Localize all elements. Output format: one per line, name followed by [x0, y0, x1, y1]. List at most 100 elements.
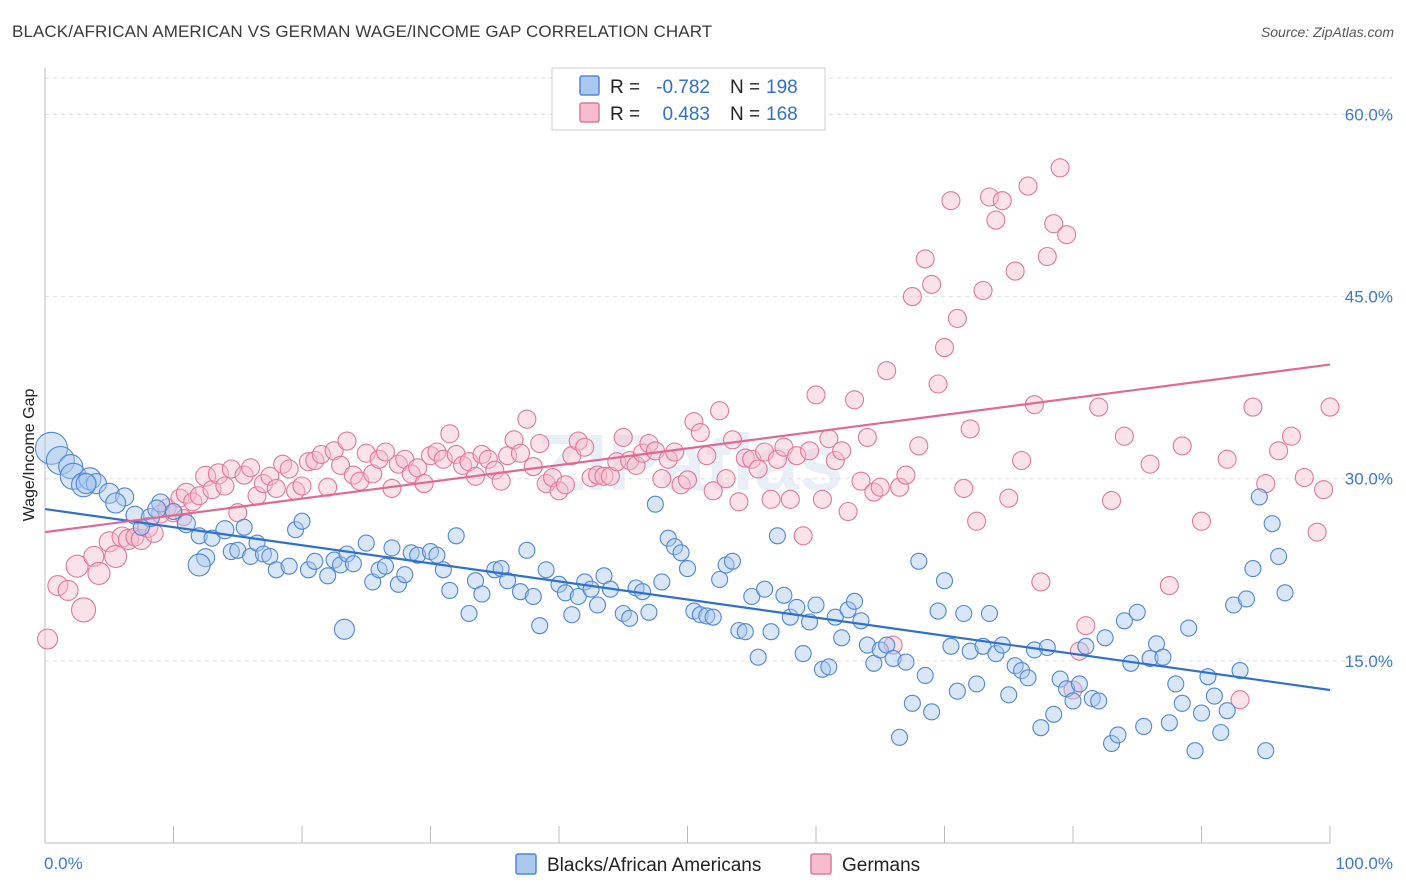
blacks-point	[621, 609, 639, 627]
blacks-point	[1032, 719, 1050, 737]
blacks-point	[1263, 515, 1281, 533]
blacks-point	[762, 623, 780, 641]
germans-point	[1018, 176, 1038, 196]
blacks-points	[34, 431, 1294, 760]
germans-point	[130, 528, 152, 550]
blacks-point	[235, 518, 253, 536]
blacks-point	[1257, 742, 1275, 760]
blacks-point	[1276, 584, 1294, 602]
x-tick-label-0: 0.0%	[44, 854, 83, 873]
blacks-point	[730, 621, 748, 640]
germans-point	[337, 431, 357, 451]
germans-point	[626, 455, 646, 475]
blacks-point	[980, 604, 999, 623]
germans-point	[87, 561, 111, 585]
x-tick-label-100: 100.0%	[1335, 854, 1393, 873]
blacks-point	[640, 603, 658, 621]
blacks-point	[531, 617, 549, 635]
germans-point	[433, 449, 453, 469]
blacks-point	[1019, 669, 1037, 687]
germans-point	[838, 501, 858, 522]
blacks-point	[890, 728, 909, 746]
blacks-point	[942, 637, 960, 655]
germans-point	[57, 579, 79, 601]
legend-n-label-2: N =	[730, 104, 760, 125]
germans-point	[1089, 397, 1109, 417]
blacks-point	[736, 623, 754, 641]
blacks-point	[299, 561, 317, 579]
germans-point	[1269, 441, 1289, 461]
legend-swatch-blue	[579, 75, 600, 96]
blacks-point	[1109, 726, 1127, 744]
legend: R = -0.782 N = 198 R = 0.483 N = 168	[551, 67, 826, 131]
legend-n-value-1: 198	[766, 77, 798, 98]
bottom-legend-swatch-pink	[810, 853, 832, 875]
germans-point	[1037, 246, 1057, 267]
germans-point	[207, 463, 230, 485]
germans-point	[703, 481, 723, 501]
germans-point	[420, 446, 441, 466]
germans-point	[1307, 522, 1327, 542]
legend-n-value-2: 168	[766, 104, 798, 125]
blacks-point	[839, 601, 857, 619]
blacks-point	[588, 596, 607, 614]
bottom-legend-label-blue: Blacks/African Americans	[547, 855, 761, 876]
blacks-point	[428, 546, 446, 564]
blacks-point	[460, 604, 478, 623]
blacks-point	[653, 573, 671, 591]
blacks-point	[903, 694, 921, 712]
blacks-point	[916, 666, 934, 684]
germans-point	[800, 441, 820, 461]
blacks-point	[396, 566, 414, 584]
blacks-point	[1237, 590, 1256, 608]
legend-r-label-1: R =	[610, 77, 640, 98]
germans-point	[241, 458, 261, 478]
germans-point	[1314, 480, 1334, 500]
germans-point	[1140, 454, 1160, 474]
germans-point	[864, 482, 884, 502]
germans-point	[1172, 436, 1192, 456]
legend-swatch-pink	[579, 102, 600, 123]
germans-point	[941, 191, 961, 211]
blacks-point	[807, 596, 825, 614]
blacks-point	[794, 645, 812, 663]
blacks-point	[1135, 717, 1153, 735]
germans-point	[902, 287, 922, 307]
germans-point	[690, 423, 710, 443]
blacks-point	[833, 629, 851, 647]
blacks-point	[1205, 687, 1223, 705]
blacks-point	[1064, 692, 1082, 710]
germans-point	[1320, 397, 1340, 417]
blacks-point	[935, 572, 954, 590]
blacks-point	[968, 675, 986, 693]
germans-point	[735, 448, 755, 468]
blacks-point	[537, 561, 555, 579]
blacks-point	[1250, 488, 1268, 506]
legend-n-label-1: N =	[730, 77, 760, 98]
germans-point	[234, 465, 254, 485]
trend-lines	[44, 363, 1331, 692]
germans-point	[684, 412, 704, 432]
y-tick-label-15: 15.0%	[1345, 652, 1393, 671]
chart-title: BLACK/AFRICAN AMERICAN VS GERMAN WAGE/IN…	[12, 22, 713, 41]
axes-layer	[44, 68, 1331, 844]
blacks-point	[447, 527, 465, 545]
blacks-point	[743, 587, 761, 606]
germans-point	[677, 470, 698, 490]
blacks-point	[389, 575, 407, 593]
germans-point	[491, 471, 511, 491]
germans-point	[369, 449, 389, 469]
blacks-point	[287, 521, 305, 539]
germans-point	[104, 544, 128, 568]
germans-point	[388, 454, 408, 474]
blacks-point	[768, 527, 787, 545]
germans-point	[71, 597, 97, 623]
blacks-point	[1180, 619, 1198, 637]
germans-point	[594, 466, 614, 486]
blacks-point	[1103, 734, 1121, 752]
blacks-point	[556, 584, 574, 602]
blacks-point	[280, 557, 298, 575]
germans-point	[47, 575, 69, 597]
blacks-point	[711, 570, 729, 589]
